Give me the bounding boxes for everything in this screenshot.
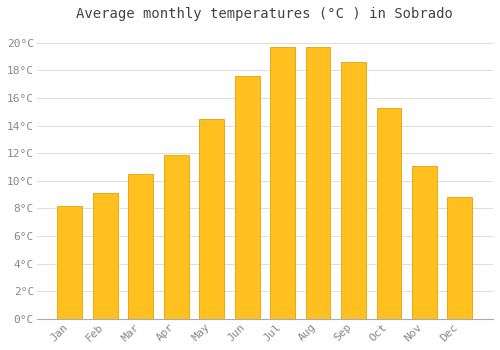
Bar [164, 155, 188, 319]
Bar [200, 119, 224, 319]
Bar [412, 166, 437, 319]
Bar [270, 47, 295, 319]
Bar [128, 174, 153, 319]
Bar [93, 193, 118, 319]
Bar [341, 62, 366, 319]
Bar [448, 197, 472, 319]
Bar [58, 206, 82, 319]
Bar [376, 108, 402, 319]
Title: Average monthly temperatures (°C ) in Sobrado: Average monthly temperatures (°C ) in So… [76, 7, 454, 21]
Bar [306, 47, 330, 319]
Bar [235, 76, 260, 319]
